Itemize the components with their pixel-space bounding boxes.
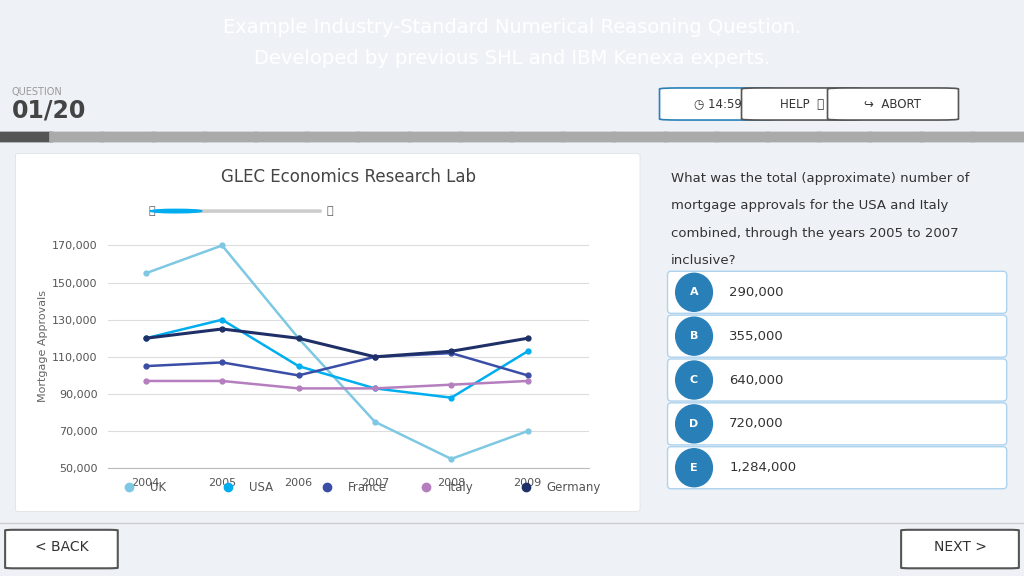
Circle shape (676, 449, 713, 487)
FancyBboxPatch shape (741, 88, 862, 120)
Text: QUESTION: QUESTION (12, 87, 62, 97)
Text: 290,000: 290,000 (729, 286, 783, 299)
FancyBboxPatch shape (668, 447, 1007, 489)
Text: < BACK: < BACK (35, 540, 88, 554)
Text: ◷ 14:59: ◷ 14:59 (693, 97, 741, 111)
FancyBboxPatch shape (510, 131, 565, 142)
FancyBboxPatch shape (15, 153, 640, 511)
Text: HELP  ⓘ: HELP ⓘ (780, 97, 824, 111)
Text: 720,000: 720,000 (729, 418, 784, 430)
Circle shape (151, 209, 202, 213)
Text: 🔍: 🔍 (327, 206, 333, 216)
FancyBboxPatch shape (868, 131, 924, 142)
Text: combined, through the years 2005 to 2007: combined, through the years 2005 to 2007 (671, 226, 958, 240)
Text: inclusive?: inclusive? (671, 254, 736, 267)
FancyBboxPatch shape (664, 131, 719, 142)
FancyBboxPatch shape (668, 271, 1007, 313)
Text: What was the total (approximate) number of: What was the total (approximate) number … (671, 172, 970, 185)
Text: NEXT >: NEXT > (934, 540, 986, 554)
FancyBboxPatch shape (152, 131, 207, 142)
FancyBboxPatch shape (817, 131, 872, 142)
Circle shape (676, 273, 713, 311)
Text: 01/20: 01/20 (12, 98, 86, 122)
Y-axis label: Mortgage Approvals: Mortgage Approvals (38, 290, 48, 401)
FancyBboxPatch shape (254, 131, 309, 142)
FancyBboxPatch shape (920, 131, 975, 142)
Text: France: France (348, 480, 387, 494)
FancyBboxPatch shape (901, 530, 1019, 569)
Text: 🔍: 🔍 (148, 206, 155, 216)
FancyBboxPatch shape (659, 88, 775, 120)
FancyBboxPatch shape (459, 131, 514, 142)
Text: UK: UK (150, 480, 166, 494)
Circle shape (676, 361, 713, 399)
Text: ↪  ABORT: ↪ ABORT (864, 97, 922, 111)
Text: Example Industry-Standard Numerical Reasoning Question.: Example Industry-Standard Numerical Reas… (223, 18, 801, 37)
FancyBboxPatch shape (49, 131, 104, 142)
FancyBboxPatch shape (561, 131, 616, 142)
FancyBboxPatch shape (0, 131, 53, 142)
FancyBboxPatch shape (766, 131, 821, 142)
FancyBboxPatch shape (5, 530, 118, 569)
Text: mortgage approvals for the USA and Italy: mortgage approvals for the USA and Italy (671, 199, 948, 212)
Title: GLEC Economics Research Lab: GLEC Economics Research Lab (220, 168, 476, 185)
FancyBboxPatch shape (305, 131, 360, 142)
FancyBboxPatch shape (971, 131, 1024, 142)
FancyBboxPatch shape (612, 131, 668, 142)
Circle shape (676, 317, 713, 355)
Text: 355,000: 355,000 (729, 329, 784, 343)
Text: A: A (690, 287, 698, 297)
Text: Germany: Germany (547, 480, 601, 494)
Text: Italy: Italy (447, 480, 473, 494)
Text: C: C (690, 375, 698, 385)
FancyBboxPatch shape (100, 131, 156, 142)
Circle shape (676, 405, 713, 443)
Text: B: B (690, 331, 698, 341)
FancyBboxPatch shape (668, 403, 1007, 445)
FancyBboxPatch shape (356, 131, 412, 142)
FancyBboxPatch shape (827, 88, 958, 120)
FancyBboxPatch shape (715, 131, 770, 142)
Text: E: E (690, 463, 697, 473)
FancyBboxPatch shape (203, 131, 258, 142)
FancyBboxPatch shape (668, 359, 1007, 401)
FancyBboxPatch shape (408, 131, 463, 142)
FancyBboxPatch shape (160, 209, 322, 213)
Text: D: D (689, 419, 698, 429)
Text: 640,000: 640,000 (729, 373, 783, 386)
Text: USA: USA (249, 480, 273, 494)
Text: 1,284,000: 1,284,000 (729, 461, 797, 474)
Text: Developed by previous SHL and IBM Kenexa experts.: Developed by previous SHL and IBM Kenexa… (254, 49, 770, 68)
FancyBboxPatch shape (668, 315, 1007, 357)
